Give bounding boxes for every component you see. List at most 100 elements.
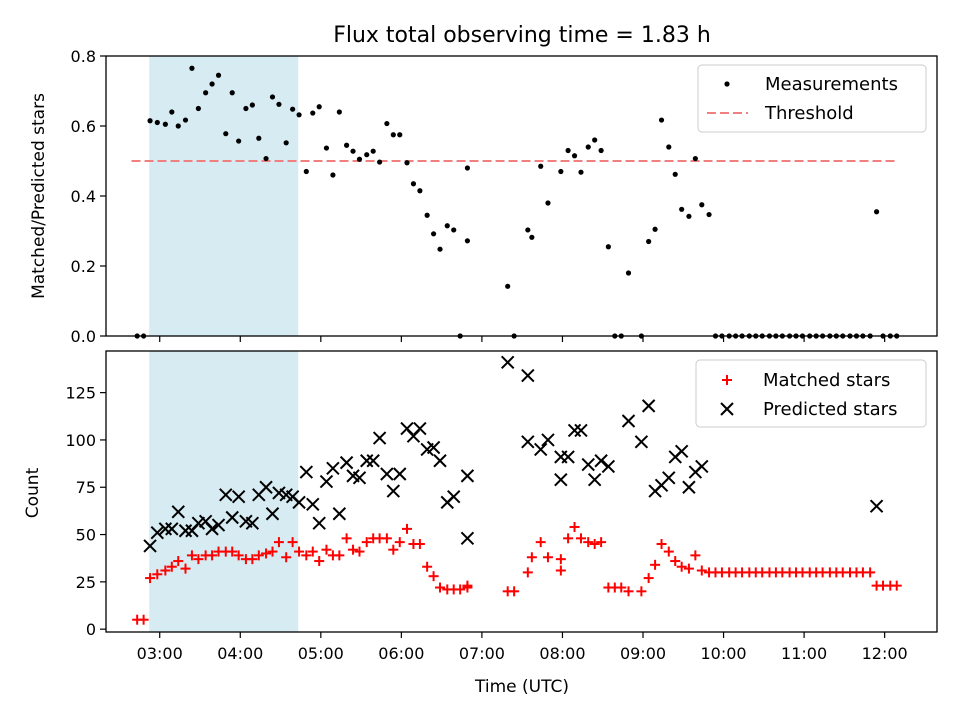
predicted-star-point (143, 539, 157, 553)
matched-star-point (388, 544, 399, 555)
matched-star-point (462, 580, 473, 591)
matched-star-point (321, 544, 332, 555)
predicted-star-point (245, 516, 260, 530)
matched-star-point (261, 548, 272, 559)
measurement-point (525, 227, 531, 233)
matched-star-point (160, 565, 171, 576)
matched-star-point (589, 539, 600, 550)
measurement-point (296, 112, 302, 118)
matched-star-point (526, 552, 537, 563)
measurement-point (464, 165, 471, 171)
top-y-tick-label: 0.0 (71, 327, 96, 346)
measurement-point (316, 104, 322, 110)
measurement-point (558, 168, 564, 175)
matched-star-point (428, 571, 439, 582)
matched-star-point (180, 563, 191, 574)
matched-star-point (334, 550, 345, 561)
predicted-star-point (219, 488, 233, 502)
matched-star-point (267, 546, 278, 557)
measurement-point (310, 110, 316, 116)
bottom-axes-frame (105, 350, 938, 633)
matched-star-point (307, 546, 318, 557)
x-tick-label: 05:00 (298, 644, 344, 663)
matched-star-point (563, 533, 574, 544)
predicted-star-point (581, 457, 595, 472)
top-chart-title: Flux total observing time = 1.83 h (333, 23, 711, 48)
measurement-point (303, 168, 309, 175)
matched-star-point (555, 565, 566, 576)
predicted-star-point (225, 510, 239, 525)
top-x-tick-marks (159, 336, 886, 342)
matched-star-point (891, 580, 902, 591)
predicted-star-point (567, 423, 582, 438)
matched-star-point (207, 550, 218, 561)
top-y-ticks: 0.0 0.2 0.4 0.6 0.8 (71, 47, 106, 346)
top-highlight-span (149, 56, 299, 336)
x-axis-label: Time (UTC) (474, 677, 569, 697)
predicted-star-point (433, 454, 447, 468)
predicted-star-point (534, 442, 548, 457)
predicted-star-point (326, 461, 340, 476)
matched-star-point (253, 550, 264, 561)
predicted-star-point (662, 471, 676, 485)
measurement-point (397, 132, 403, 138)
measurement-point (529, 234, 535, 240)
predicted-star-point (372, 431, 387, 445)
measurement-point (692, 155, 698, 162)
legend-measurements-label: Measurements (765, 74, 898, 95)
matched-star-point (522, 567, 533, 578)
bottom-y-tick-label: 0 (86, 620, 96, 639)
matched-star-point (186, 550, 197, 561)
bottom-y-axis-label: Count (23, 467, 43, 518)
measurement-point (162, 121, 168, 127)
predicted-star-point (332, 507, 347, 521)
matched-star-point (227, 546, 238, 557)
matched-star-point (656, 539, 667, 550)
legend-measurements-marker (724, 81, 730, 87)
measurement-point (343, 142, 350, 148)
measurement-point (545, 200, 551, 206)
matched-star-point (173, 556, 184, 567)
measurement-point (390, 132, 396, 138)
matched-star-point (287, 537, 298, 548)
measurement-point (269, 94, 276, 100)
predicted-star-point (641, 399, 656, 413)
top-y-tick-label: 0.4 (71, 187, 96, 206)
x-tick-label: 11:00 (781, 644, 827, 663)
predicted-star-point (386, 484, 401, 498)
x-tick-label: 08:00 (539, 644, 585, 663)
predicted-star-point (211, 518, 226, 532)
matched-star-point (314, 556, 325, 567)
matched-star-point (138, 614, 149, 625)
measurement-point (384, 120, 390, 127)
predicted-star-point (171, 505, 185, 519)
measurement-point (203, 90, 209, 96)
measurement-point (672, 171, 678, 177)
matched-star-point (555, 554, 566, 565)
predicted-star-point (682, 480, 696, 494)
matched-star-point (247, 554, 258, 565)
predicted-star-point (413, 421, 427, 436)
predicted-star-point (574, 423, 588, 438)
measurement-point (290, 106, 296, 112)
measurement-point (209, 81, 215, 87)
measurement-point (538, 163, 544, 169)
bottom-legend: Matched stars Predicted stars (695, 359, 927, 428)
measurement-point (249, 102, 255, 108)
predicted-star-point (587, 472, 602, 487)
legend-threshold-label: Threshold (764, 103, 854, 124)
matched-star-point (233, 550, 244, 561)
predicted-star-point (205, 522, 219, 536)
measurement-point (256, 135, 262, 141)
predicted-star-point (292, 495, 306, 510)
predicted-star-point (554, 472, 568, 487)
predicted-star-point (265, 507, 280, 521)
measurement-point (189, 65, 195, 71)
matched-star-point (422, 561, 433, 572)
measurement-point (370, 148, 376, 154)
matched-star-point (596, 537, 607, 548)
x-tick-label: 04:00 (217, 644, 263, 663)
top-y-tick-label: 0.2 (71, 257, 96, 276)
predicted-star-point (634, 435, 649, 449)
matched-star-point (650, 559, 661, 570)
